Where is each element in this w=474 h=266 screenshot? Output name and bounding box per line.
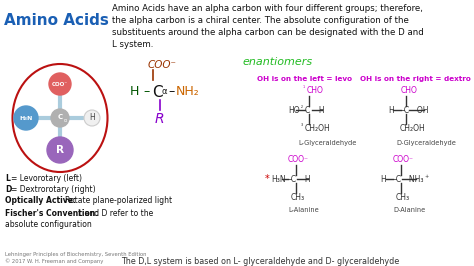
Text: –C: –C: [288, 175, 297, 184]
Text: *: *: [265, 174, 270, 184]
Text: L and D refer to the: L and D refer to the: [78, 209, 153, 218]
Text: –H: –H: [316, 106, 326, 115]
Text: = Dextrorotary (right): = Dextrorotary (right): [11, 185, 96, 194]
Text: © 2017 W. H. Freeman and Company: © 2017 W. H. Freeman and Company: [5, 258, 103, 264]
Text: H: H: [380, 175, 386, 184]
Text: D: D: [5, 185, 11, 194]
Text: OH is on the right = dextro: OH is on the right = dextro: [360, 76, 470, 82]
Text: The D,L system is based on L- glyceraldehyde and D- glyceraldehyde: The D,L system is based on L- glyceralde…: [121, 257, 399, 266]
Text: –C: –C: [401, 106, 410, 115]
Text: = Levorotary (left): = Levorotary (left): [11, 174, 82, 183]
Text: R: R: [155, 112, 164, 126]
Text: –NH₃: –NH₃: [406, 175, 425, 184]
Text: CH₂OH: CH₂OH: [400, 124, 426, 133]
Text: –: –: [168, 85, 174, 98]
Text: H₃N: H₃N: [19, 115, 33, 120]
Text: –OH: –OH: [414, 106, 429, 115]
Text: –C: –C: [393, 175, 402, 184]
Circle shape: [14, 106, 38, 130]
Text: α: α: [64, 118, 67, 123]
Text: Amino Acids: Amino Acids: [4, 13, 109, 28]
Circle shape: [51, 109, 69, 127]
Text: C: C: [305, 106, 310, 115]
Text: CHO: CHO: [401, 86, 418, 95]
Text: Optically Active:: Optically Active:: [5, 196, 76, 205]
Text: absolute configuration: absolute configuration: [5, 220, 92, 229]
Text: L: L: [5, 174, 10, 183]
Text: Fischer's Convention:: Fischer's Convention:: [5, 209, 99, 218]
Text: α: α: [162, 87, 167, 96]
Text: H₃N: H₃N: [271, 175, 286, 184]
Text: CH₃: CH₃: [396, 193, 410, 202]
Text: COO⁻: COO⁻: [52, 81, 68, 86]
Text: NH₂: NH₂: [176, 85, 200, 98]
Text: Lehninger Principles of Biochemistry, Seventh Edition: Lehninger Principles of Biochemistry, Se…: [5, 252, 146, 257]
Text: COO⁻: COO⁻: [148, 60, 177, 70]
Text: –H: –H: [302, 175, 311, 184]
Circle shape: [49, 73, 71, 95]
Text: +: +: [424, 174, 428, 179]
Text: ³: ³: [301, 124, 303, 129]
Text: D-Glyceraldehyde: D-Glyceraldehyde: [396, 140, 456, 146]
Text: HO: HO: [288, 106, 300, 115]
Text: L-Glyceraldehyde: L-Glyceraldehyde: [298, 140, 356, 146]
Text: C: C: [152, 85, 163, 100]
Text: R: R: [56, 145, 64, 155]
Text: H: H: [89, 114, 95, 123]
Text: CHO: CHO: [307, 86, 324, 95]
Text: H: H: [130, 85, 139, 98]
Text: H: H: [388, 106, 394, 115]
Text: ²: ²: [301, 106, 303, 111]
Text: Rotate plane-polarized light: Rotate plane-polarized light: [65, 196, 172, 205]
Circle shape: [84, 110, 100, 126]
Circle shape: [47, 137, 73, 163]
Text: COO⁻: COO⁻: [393, 155, 414, 164]
Text: C: C: [57, 114, 63, 120]
Text: ¹: ¹: [303, 86, 305, 91]
Text: Amino Acids have an alpha carbon with four different groups; therefore,
the alph: Amino Acids have an alpha carbon with fo…: [112, 4, 424, 49]
Text: OH is on the left = levo: OH is on the left = levo: [257, 76, 353, 82]
Text: enantiomers: enantiomers: [242, 57, 312, 67]
Text: D-Alanine: D-Alanine: [393, 207, 425, 213]
Text: –: –: [143, 85, 149, 98]
Text: L-Alanine: L-Alanine: [288, 207, 319, 213]
Text: CH₂OH: CH₂OH: [305, 124, 331, 133]
Text: CH₃: CH₃: [291, 193, 305, 202]
Text: COO⁻: COO⁻: [288, 155, 309, 164]
